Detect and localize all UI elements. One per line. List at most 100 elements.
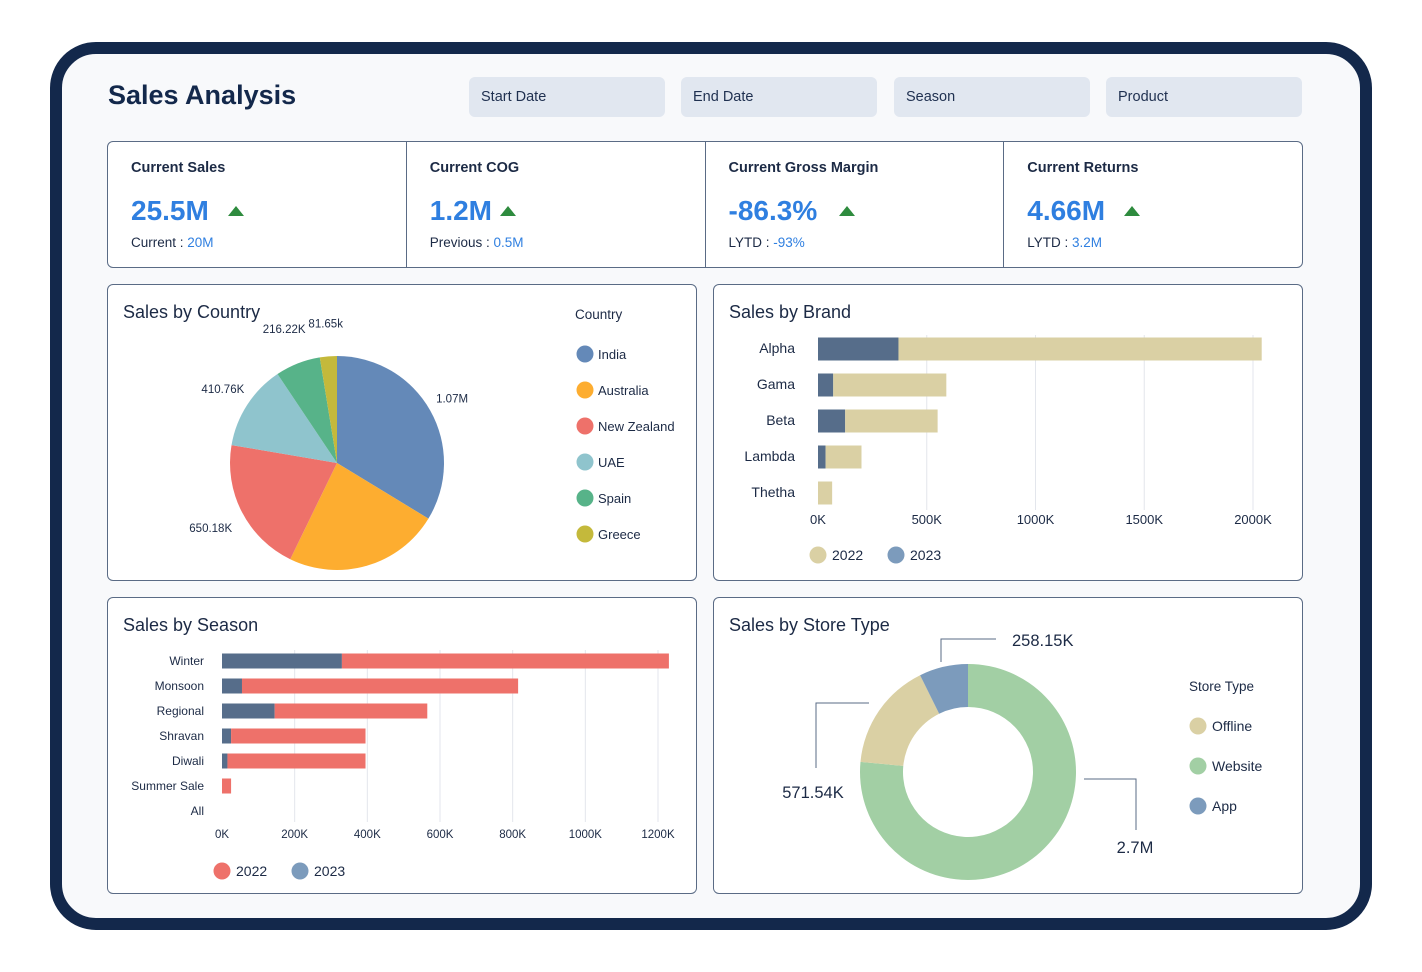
kpi-sub-label: LYTD : [1027,235,1073,250]
kpi-value: 4.66M [1027,195,1106,226]
pie-data-label: 650.18K [189,523,232,535]
bar-regional-2022 [274,703,428,719]
x-tick-label: 500K [912,512,943,527]
bar-winter-2022 [341,653,669,669]
legend-swatch-greece [576,525,594,543]
start-date-filter[interactable]: Start Date [469,77,665,117]
legend-label-2023: 2023 [314,863,345,879]
kpi-sub-value: -93% [773,235,805,250]
category-label-summer-sale: Summer Sale [131,779,204,793]
kpi-label: Current Sales [131,160,226,176]
x-tick-label: 200K [281,829,308,841]
legend-label-new-zealand: New Zealand [598,419,675,434]
category-label-shravan: Shravan [159,729,204,743]
x-tick-label: 1500K [1125,512,1163,527]
up-triangle-icon [838,206,855,216]
donut-data-label-website: 2.7M [1117,839,1154,857]
category-label-beta: Beta [766,412,795,428]
season-filter[interactable]: Season [894,77,1090,117]
kpi-current-returns: Current Returns 4.66M LYTD : 3.2M [1004,142,1302,267]
legend-label-2022: 2022 [832,547,863,563]
chart-title: Sales by Store Type [729,615,890,635]
legend-label-uae: UAE [598,455,625,470]
x-tick-label: 600K [427,829,454,841]
pie-slice-greece [319,356,337,463]
donut-slice-app [920,664,968,714]
leader-line-offline [815,702,869,768]
up-triangle-icon [499,206,516,216]
kpi-sub: LYTD : -93% [729,235,805,250]
bar-alpha-2023 [818,337,899,361]
legend-label-spain: Spain [598,491,631,506]
category-label-alpha: Alpha [759,340,795,356]
pie-slice-uae [231,374,337,463]
legend-swatch-2022 [809,546,827,564]
kpi-sub-value: 0.5M [493,235,524,250]
legend-swatch-2023 [887,546,905,564]
kpi-current-cog: Current COG 1.2M Previous : 0.5M [407,142,706,267]
bar-monsoon-2022 [241,678,519,694]
bar-beta-2022 [845,409,938,433]
legend-label-2023: 2023 [910,547,941,563]
sales-by-store-type-card: Sales by Store Type 571.54K 2.7M 258.15K St… [713,597,1303,894]
kpi-value: -86.3% [728,195,818,226]
kpi-label: Current COG [429,160,520,176]
kpi-sub-label: Current : [131,235,188,250]
legend-label-2022: 2022 [236,863,267,879]
bar-winter-2023 [222,653,342,669]
chart-title: Sales by Country [123,302,261,322]
donut-data-label-offline: 571.54K [782,784,843,802]
x-tick-label: 0K [810,512,826,527]
kpi-sub-value: 20M [187,235,214,250]
legend-swatch-2023 [291,862,309,880]
legend-swatch-website [1189,757,1207,775]
kpi-sub-label: Previous : [429,235,494,250]
legend-title: Country [575,307,623,322]
legend-swatch-australia [576,381,594,399]
donut-slice-offline [860,675,940,766]
sales-by-brand-chart: 0K 500K 1000K 1500K 2000K Alpha Gama Beta Lambda… [744,335,1272,564]
up-triangle-icon [228,206,244,216]
pie-slice-new-zealand [230,445,337,560]
kpi-value: 25.5M [131,195,209,226]
bar-diwali-2023 [222,753,228,769]
pie-data-label: 1.07M [436,393,468,405]
page-title: Sales Analysis [108,80,297,110]
category-label-winter: Winter [169,654,204,668]
bar-summer-sale-2022 [222,778,232,794]
bar-shravan-2023 [222,728,232,744]
kpi-label: Current Gross Margin [728,160,879,176]
x-tick-label: 1000K [569,829,603,841]
pie-slice-spain [277,357,337,463]
kpi-current-sales: Current Sales 25.5M Current : 20M [108,142,407,267]
end-date-filter[interactable]: End Date [681,77,877,117]
chart-title: Sales by Season [123,615,259,635]
kpi-sub: Current : 20M [131,235,214,250]
kpi-sub-value: 3.2M [1072,235,1103,250]
donut-slice-website [860,664,1076,880]
legend-swatch-app [1189,797,1207,815]
legend-swatch-new-zealand [576,417,594,435]
kpi-sub-label: LYTD : [728,235,774,250]
legend-swatch-spain [576,489,594,507]
bar-diwali-2022 [227,753,366,769]
sales-by-season-chart: 0K 200K 400K 600K 800K 1000K 1200K Winter Monsoo… [131,650,675,880]
bar-regional-2023 [222,703,275,719]
x-tick-label: 2000K [1234,512,1272,527]
chart-title: Sales by Brand [729,302,852,322]
bar-gama-2022 [833,373,947,397]
legend-label-app: App [1212,798,1237,814]
sales-by-season-card: Sales by Season 0K 200K 400K 600K 800K 1000K 1… [107,597,697,894]
sales-by-store-type-chart: 571.54K 2.7M 258.15K Store Type Offline Websi… [782,632,1263,880]
product-filter[interactable]: Product [1106,77,1302,117]
bar-lambda-2022 [825,445,862,469]
legend-label-australia: Australia [598,383,649,398]
pie-data-label: 410.76K [201,384,244,396]
category-label-diwali: Diwali [172,754,204,768]
kpi-label: Current Returns [1027,160,1139,176]
kpi-row: Current Sales 25.5M Current : 20M Curren… [107,141,1303,268]
bar-shravan-2022 [231,728,366,744]
sales-by-country-card: Sales by Country 1.07M746.01K650.18K410.… [107,284,697,581]
legend-label-website: Website [1212,758,1263,774]
sales-by-brand-card: Sales by Brand 0K 500K 1000K 1500K 2000K Alph… [713,284,1303,581]
